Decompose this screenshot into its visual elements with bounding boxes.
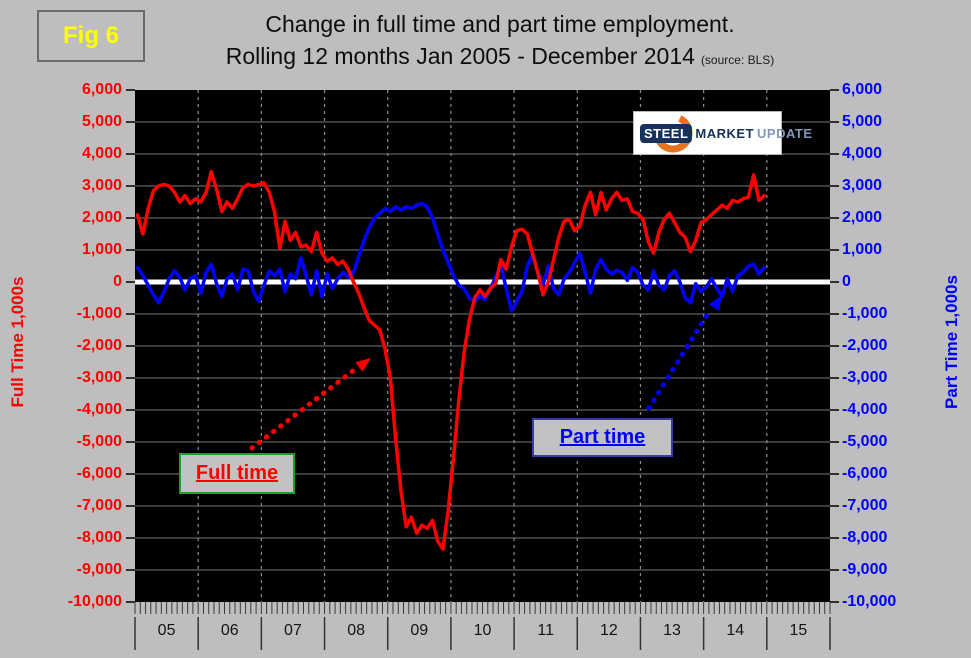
x-axis-tick-label: 13 [663, 622, 681, 639]
right-axis-tick-label: 6,000 [842, 81, 883, 98]
full-time-callout-label: Full time [195, 462, 279, 484]
logo-word-market: MARKET [695, 125, 755, 141]
x-axis-tick-label: 12 [599, 622, 618, 639]
right-axis-tick-label: -8,000 [842, 529, 888, 546]
right-axis-tick-label: -9,000 [842, 561, 888, 578]
right-axis-tick-label: 3,000 [842, 177, 883, 194]
x-axis-tick-label: 05 [157, 622, 176, 639]
x-axis-tick-label: 14 [726, 622, 745, 639]
left-axis-tick-label: 2,000 [81, 209, 122, 226]
logo-text: STEEL MARKET UPDATE [640, 112, 812, 154]
x-axis-tick-label: 09 [410, 622, 429, 639]
right-axis-tick-label: -1,000 [842, 305, 888, 322]
chart-title: Change in full time and part time employ… [150, 8, 850, 76]
full-time-arrow-head [355, 358, 371, 372]
left-axis-title: Full Time 1,000s [8, 276, 27, 408]
left-axis-tick-label: -2,000 [76, 337, 122, 354]
part-time-arrow-line [646, 307, 713, 411]
left-axis-tick-label: 5,000 [81, 113, 122, 130]
right-axis-tick-label: 1,000 [842, 241, 883, 258]
right-axis-tick-label: -3,000 [842, 369, 888, 386]
left-axis-tick-label: -10,000 [67, 593, 122, 610]
part-time-callout: Part time [532, 418, 673, 457]
left-axis-tick-label: 4,000 [81, 145, 122, 162]
part-time-callout-label: Part time [559, 426, 646, 448]
figure-label: Fig 6 [62, 22, 119, 49]
right-axis-tick-label: -4,000 [842, 401, 888, 418]
right-axis-tick-label: -2,000 [842, 337, 888, 354]
right-axis-tick-label: -6,000 [842, 465, 888, 482]
left-axis-tick-label: 1,000 [81, 241, 122, 258]
left-axis-tick-label: -9,000 [76, 561, 122, 578]
left-axis-tick-label: -4,000 [76, 401, 122, 418]
right-axis-title: Part Time 1,000s [942, 275, 961, 409]
x-axis-tick-label: 07 [284, 622, 302, 639]
right-axis-tick-label: -10,000 [842, 593, 897, 610]
left-axis-tick-label: -5,000 [76, 433, 122, 450]
chart-title-line2: Rolling 12 months Jan 2005 - December 20… [150, 40, 850, 76]
figure-label-box: Fig 6 [37, 10, 145, 62]
left-axis-tick-label: 6,000 [81, 81, 122, 98]
logo-word-update: UPDATE [757, 125, 813, 141]
left-axis-tick-label: -7,000 [76, 497, 122, 514]
x-axis-tick-label: 08 [347, 622, 366, 639]
x-axis-tick-label: 15 [789, 622, 808, 639]
right-axis-tick-label: -5,000 [842, 433, 888, 450]
part-time-line [135, 201, 766, 313]
full-time-callout: Full time [179, 453, 295, 494]
left-axis-tick-label: -8,000 [76, 529, 122, 546]
left-axis-tick-label: 0 [113, 273, 122, 290]
left-axis-tick-label: -3,000 [76, 369, 122, 386]
x-axis-tick-labels: 05 06 07 08 09 10 11 12 13 14 15 [0, 622, 971, 650]
full-time-line [135, 169, 766, 551]
chart-title-line1: Change in full time and part time employ… [265, 11, 735, 37]
x-axis-tick-label: 11 [537, 622, 554, 639]
chart-title-line2-text: Rolling 12 months Jan 2005 - December 20… [225, 43, 695, 69]
left-axis-tick-label: 3,000 [81, 177, 122, 194]
right-axis-tick-label: -7,000 [842, 497, 888, 514]
right-axis-tick-label: 5,000 [842, 113, 883, 130]
right-axis-tick-label: 0 [842, 273, 851, 290]
chart-title-source: (source: BLS) [700, 53, 775, 67]
x-axis-tick-label: 10 [473, 622, 492, 639]
right-axis-tick-label: 4,000 [842, 145, 883, 162]
x-axis-tick-label: 06 [220, 622, 239, 639]
left-axis-tick-label: -6,000 [76, 465, 122, 482]
logo-word-steel: STEEL [640, 123, 693, 143]
part-time-arrow-head [708, 295, 722, 311]
left-axis-tick-label: -1,000 [76, 305, 122, 322]
steel-market-update-logo: STEEL MARKET UPDATE [633, 111, 812, 155]
right-axis-tick-label: 2,000 [842, 209, 883, 226]
